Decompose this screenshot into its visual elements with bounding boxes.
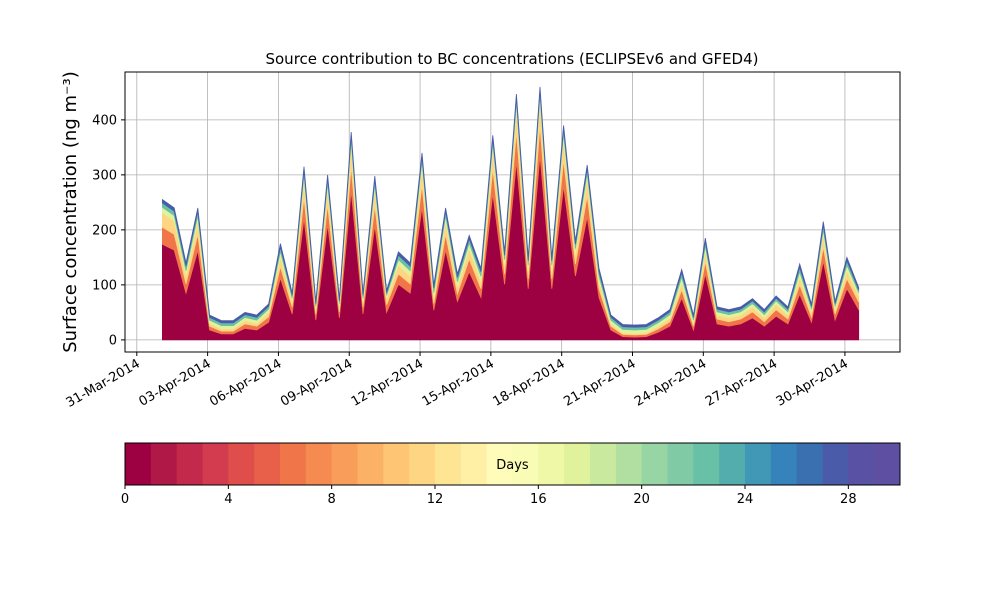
colorbar-bin [693,443,720,485]
colorbar-bin [125,443,152,485]
colorbar-bin [280,443,307,485]
colorbar-label: Days [496,458,529,473]
y-tick-label: 200 [92,223,117,238]
x-tick-label: 15-Apr-2014 [420,356,497,409]
colorbar-tick-label: 12 [427,492,444,507]
colorbar-frame [124,442,901,486]
colorbar-bin [822,443,849,485]
colorbar-bin [150,443,178,485]
colorbar-bin [202,443,229,485]
colorbar-bin [176,443,203,485]
chart-title: Source contribution to BC concentrations… [265,50,758,68]
y-tick-label: 0 [109,333,117,348]
x-tick-label: 27-Apr-2014 [703,356,780,409]
plot-area: 0 100 200 300 400 31-Mar-201403-Apr-201406-Ap… [64,71,901,411]
colorbar-bin [564,443,591,485]
colorbar-tick-label: 24 [737,492,754,507]
x-tick-label: 31-Mar-2014 [64,356,143,410]
x-tick-label: 09-Apr-2014 [278,356,355,409]
colorbar-bin [667,443,694,485]
colorbar-tick-label: 0 [121,492,129,507]
colorbar-bin [357,443,384,485]
colorbar-bin [848,443,875,485]
x-tick-label: 30-Apr-2014 [774,356,851,409]
colorbar-bin [538,443,565,485]
colorbar-bin [719,443,746,485]
plot-frame [124,71,901,353]
x-tick-label: 18-Apr-2014 [491,356,568,409]
colorbar-bin [486,443,513,485]
colorbar: Days 0 4 8 12 16 20 24 28 [121,442,901,507]
colorbar-bin [590,443,617,485]
y-axis-label: Surface concentration (ng m⁻³) [60,71,81,353]
colorbar-bin [331,443,358,485]
colorbar-bin [770,443,798,485]
y-tick-label: 100 [92,278,117,293]
colorbar-tick-label: 8 [328,492,336,507]
x-tick-label: 24-Apr-2014 [632,356,709,409]
x-tick-label: 06-Apr-2014 [207,356,284,409]
colorbar-bin [745,443,772,485]
colorbar-bin [512,443,539,485]
area-layer [162,86,860,328]
colorbar-bin [228,443,255,485]
colorbar-tick-label: 28 [840,492,857,507]
colorbar-bin [641,443,668,485]
colorbar-bin [460,443,488,485]
x-tick-label: 21-Apr-2014 [561,356,638,409]
colorbar-bin [615,443,643,485]
colorbar-bin [254,443,281,485]
colorbar-tick-label: 4 [224,492,232,507]
x-tick-label: 12-Apr-2014 [349,356,426,409]
colorbar-tick-label: 16 [530,492,547,507]
colorbar-bin [435,443,462,485]
colorbar-bin [409,443,436,485]
colorbar-bin [874,443,901,485]
colorbar-tick-label: 20 [633,492,650,507]
y-tick-label: 400 [92,113,117,128]
colorbar-bin [796,443,823,485]
colorbar-bin [383,443,410,485]
y-tick-label: 300 [92,168,117,183]
colorbar-bin [305,443,333,485]
x-tick-label: 03-Apr-2014 [136,356,213,409]
